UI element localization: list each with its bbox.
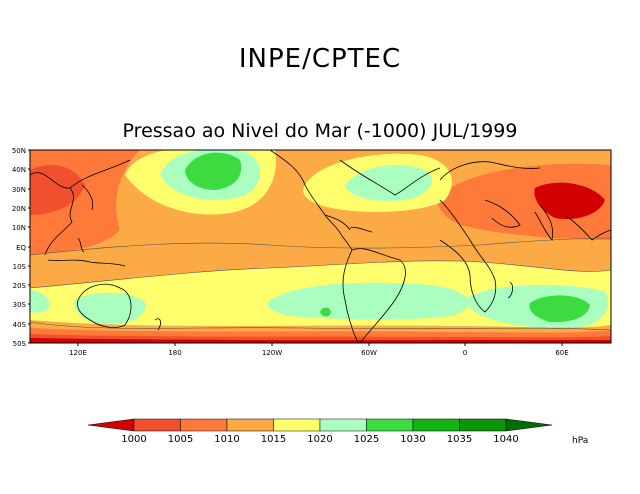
coast-asia: [30, 159, 131, 256]
coast-indonesia: [47, 259, 126, 267]
field-1005-asia: [438, 163, 611, 240]
coast-madagascar: [507, 281, 514, 299]
coast-africa: [439, 199, 497, 313]
colorbar-swatch: [273, 418, 321, 432]
field-1025-npac: [185, 152, 242, 190]
field-1020-natl: [345, 165, 433, 201]
colorbar-tick-label: 1025: [354, 434, 379, 445]
field-1005-wpac-core: [30, 165, 85, 215]
lon-label: 60W: [361, 349, 377, 357]
colorbar-swatch: [180, 418, 228, 432]
contour-lines: [30, 237, 611, 331]
coast-europe: [439, 161, 541, 181]
colorbar-tick-label: 1005: [168, 434, 193, 445]
lat-label: 10S: [13, 263, 27, 271]
lon-axis: 120E 180 120W 60W 0 60E: [69, 343, 569, 357]
field-1020-west: [30, 290, 50, 313]
lat-axis: 50N 40N 30N 20N 10N EQ 10S 20S 30S 40S 5…: [12, 147, 30, 348]
lat-label: 50N: [12, 147, 26, 155]
colorbar-unit: hPa: [572, 436, 588, 446]
lat-label: 30N: [12, 186, 26, 194]
colorbar-swatch: [459, 418, 507, 432]
coast-australia: [77, 283, 132, 328]
coast-namerica: [269, 150, 441, 231]
lat-label: 40S: [13, 321, 27, 329]
colorbar-tick-label: 1030: [400, 434, 425, 445]
colorbar-tick-label: 1015: [261, 434, 286, 445]
colorbar: 1000 1005 1010 1015 1020 1025 1030 1035 …: [87, 418, 588, 446]
coast-philippines: [77, 237, 85, 253]
field-1025-spac-dot: [320, 307, 331, 317]
lon-label: 120E: [69, 349, 87, 357]
colorbar-low-arrow: [87, 418, 135, 432]
lat-label: 20N: [12, 205, 26, 213]
coast-seasia: [564, 214, 611, 241]
colorbar-swatch: [133, 418, 181, 432]
field-1020-satl: [267, 282, 469, 320]
field-995-south: [30, 338, 611, 343]
colorbar-swatch: [412, 418, 460, 432]
colorbar-tick-label: 1040: [493, 434, 518, 445]
colorbar-tick-label: 1035: [447, 434, 472, 445]
coast-caribbean: [349, 227, 373, 233]
lat-label: EQ: [16, 244, 26, 252]
coastlines: [30, 150, 611, 343]
colorbar-high-arrow: [505, 418, 553, 432]
colorbar-swatch: [319, 418, 367, 432]
lon-label: 180: [168, 349, 181, 357]
field-1000-asia: [534, 182, 605, 220]
colorbar-tick-label: 1000: [121, 434, 146, 445]
lon-label: 60E: [555, 349, 568, 357]
coast-samerica: [342, 248, 406, 343]
lat-label: 20S: [13, 282, 27, 290]
field-1020-aus: [74, 292, 146, 325]
colorbar-swatch: [226, 418, 274, 432]
colorbar-tick-label: 1010: [214, 434, 239, 445]
lat-label: 10N: [12, 224, 26, 232]
lat-label: 30S: [13, 301, 27, 309]
map-title: INPE/CPTEC: [238, 44, 402, 74]
colorbar-tick-label: 1020: [307, 434, 332, 445]
lon-label: 0: [463, 349, 467, 357]
colorbar-swatch: [366, 418, 414, 432]
pressure-field: [30, 150, 611, 343]
coast-japan: [81, 184, 94, 211]
field-1025-sind: [529, 295, 590, 323]
map-subtitle: Pressao ao Nivel do Mar (-1000) JUL/1999: [122, 120, 518, 142]
lon-label: 120W: [262, 349, 282, 357]
coast-arabia: [484, 199, 521, 228]
lat-label: 40N: [12, 166, 26, 174]
coast-camerica: [324, 214, 353, 251]
lat-label: 50S: [13, 340, 27, 348]
